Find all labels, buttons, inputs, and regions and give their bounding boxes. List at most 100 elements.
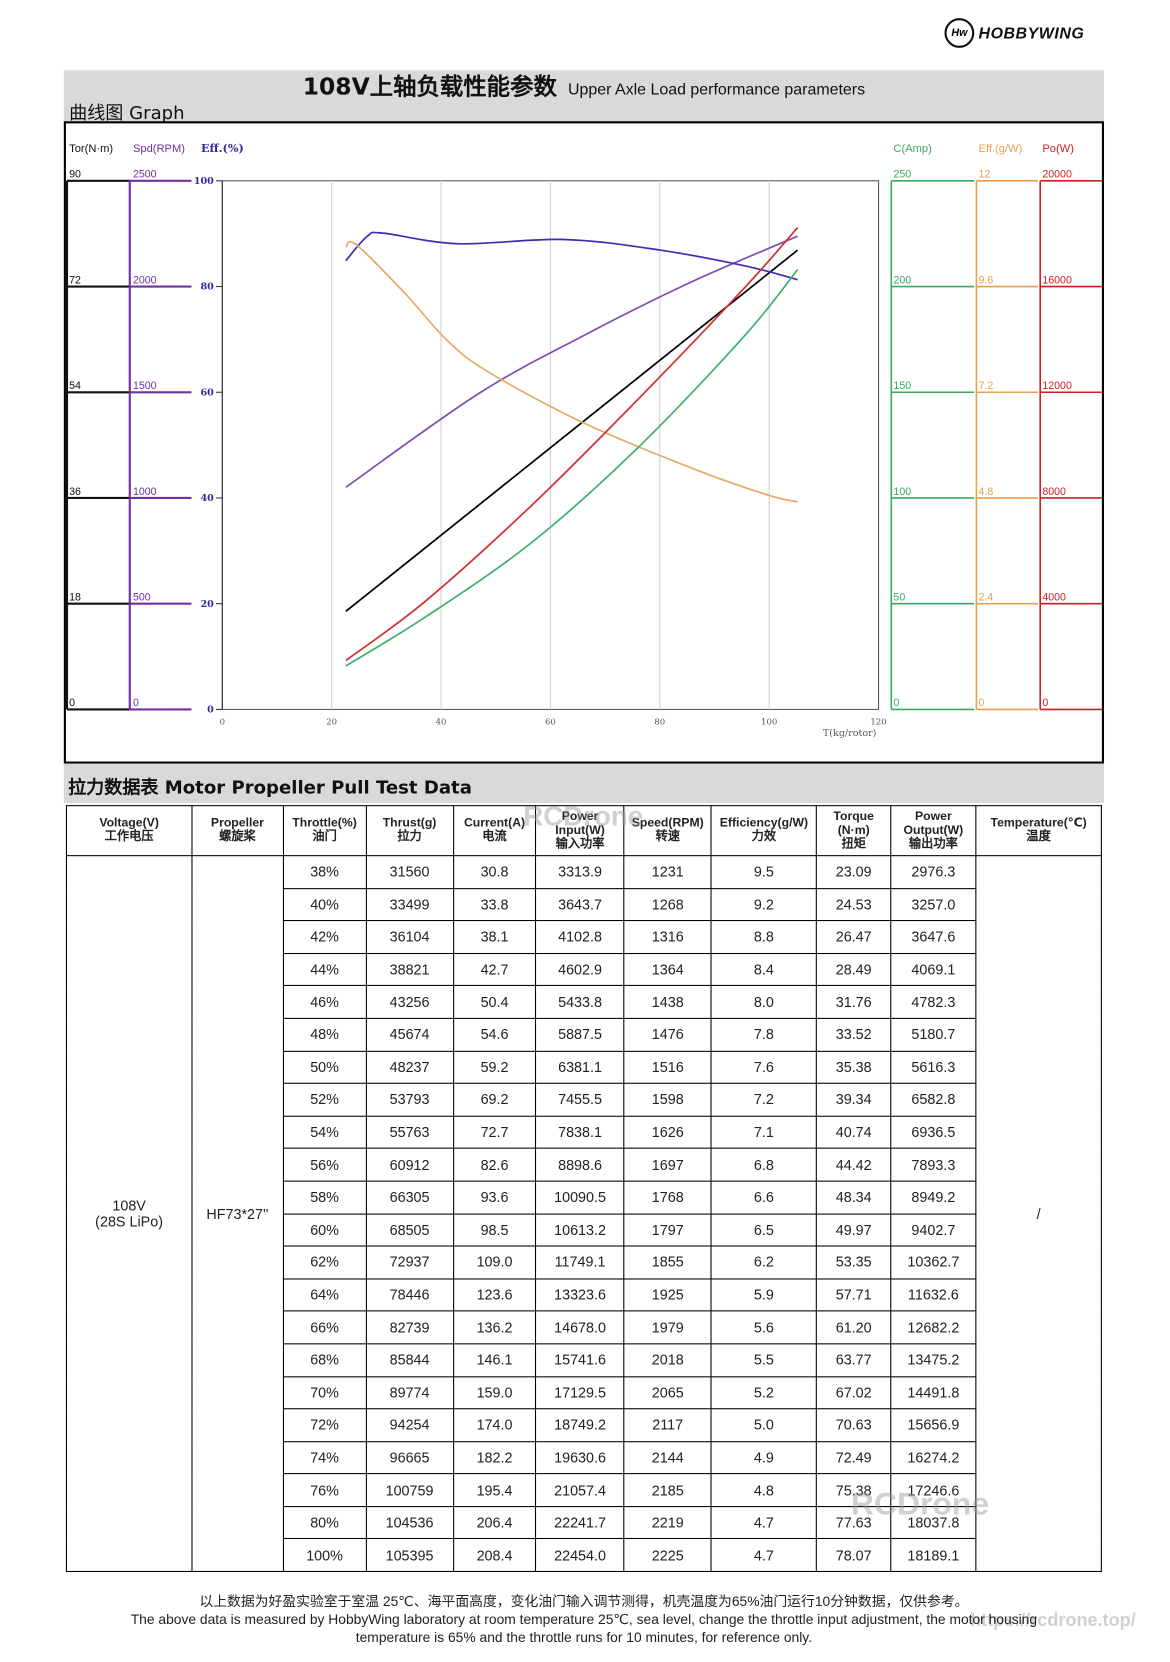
current-cell: 72.7 [452, 1115, 537, 1150]
power-output-cell: 3257.0 [890, 887, 977, 922]
throttle-cell: 54% [282, 1115, 367, 1150]
power-input-cell: 4102.8 [535, 920, 625, 954]
current-cell: 136.2 [452, 1310, 537, 1345]
current-cell: 146.1 [452, 1343, 537, 1377]
x-tick-label: 120 [870, 717, 886, 727]
efficiency-cell: 7.1 [710, 1115, 818, 1150]
current-cell: 174.0 [452, 1408, 537, 1442]
torque-cell: 78.07 [815, 1538, 892, 1573]
axis-title-current: C(Amp) [893, 143, 932, 155]
axis-tick-label: 12000 [1042, 380, 1072, 392]
axis-tick-label: 50 [893, 592, 905, 604]
column-header-text: Speed(RPM) [631, 816, 704, 830]
series-line-power [345, 227, 799, 662]
pull-test-table: Voltage(V) 工作电压 Propeller 螺旋桨 Throttle(%) 油门 T… [65, 805, 1102, 1573]
column-header-text: 力效 [751, 830, 777, 844]
throttle-cell: 40% [282, 887, 367, 922]
power-input-cell: 19630.6 [535, 1440, 625, 1475]
power-input-cell: 13323.6 [535, 1278, 625, 1312]
axis-tick-label: 18 [69, 592, 81, 604]
axis-tick-label: 12 [979, 169, 991, 181]
power-output-cell: 15656.9 [890, 1408, 977, 1442]
axis-title-speed: Spd(RPM) [133, 143, 185, 155]
efficiency-cell: 7.8 [710, 1017, 818, 1052]
power-input-cell: 10090.5 [535, 1180, 625, 1215]
thrust-cell: 96665 [365, 1440, 454, 1475]
axis-tick-label: 0 [207, 705, 214, 716]
series-line-speed [345, 235, 798, 488]
thrust-cell: 45674 [365, 1017, 454, 1052]
current-cell: 33.8 [452, 887, 537, 922]
thrust-cell: 60912 [365, 1147, 454, 1182]
power-input-cell: 7838.1 [535, 1115, 625, 1150]
thrust-cell: 100759 [365, 1473, 454, 1507]
column-header-text: Thrust(g) [382, 816, 437, 830]
table-row: 68% 85844 146.1 15741.6 2018 5.5 63.77 13475.2 [66, 1343, 1101, 1377]
axis-tick-label: 1500 [133, 380, 157, 392]
efficiency-cell: 5.9 [710, 1278, 818, 1312]
power-output-cell: 9402.7 [890, 1213, 977, 1247]
power-output-cell: 6582.8 [890, 1082, 977, 1117]
axis-tick-label: 0 [1042, 697, 1048, 709]
current-cell: 109.0 [452, 1245, 537, 1280]
column-header: Propeller 螺旋桨 [191, 805, 284, 857]
throttle-cell: 38% [282, 855, 367, 889]
column-header: Speed(RPM) 转速 [623, 805, 712, 857]
torque-cell: 61.20 [815, 1310, 892, 1345]
axis-tick-label: 60 [200, 387, 214, 398]
footer-note: 以上数据为好盈实验室于室温 25℃、海平面高度，变化油门输入调节测得，机壳温度为… [64, 1592, 1104, 1646]
power-input-cell: 5433.8 [535, 985, 625, 1019]
current-cell: 182.2 [452, 1440, 537, 1475]
throttle-cell: 100% [282, 1538, 367, 1573]
current-cell: 59.2 [452, 1050, 537, 1084]
axis-tick-label: 0 [69, 697, 75, 709]
x-tick-label: 40 [436, 717, 447, 727]
current-cell: 50.4 [452, 985, 537, 1019]
speed-cell: 1768 [623, 1180, 712, 1215]
efficiency-cell: 6.6 [710, 1180, 818, 1215]
axis-tick-label: 0 [893, 697, 899, 709]
torque-cell: 48.34 [815, 1180, 892, 1215]
power-output-cell: 5616.3 [890, 1050, 977, 1084]
throttle-cell: 74% [282, 1440, 367, 1475]
speed-cell: 1697 [623, 1147, 712, 1182]
table-header-row: Voltage(V) 工作电压 Propeller 螺旋桨 Throttle(%) 油门 T… [65, 805, 1102, 857]
table-row: 76% 100759 195.4 21057.4 2185 4.8 75.38 17246.6 [66, 1473, 1101, 1507]
torque-cell: 44.42 [815, 1147, 892, 1182]
table-row: 48% 45674 54.6 5887.5 1476 7.8 33.52 5180.7 [66, 1017, 1101, 1052]
torque-cell: 40.74 [815, 1115, 892, 1150]
efficiency-cell: 4.9 [710, 1440, 818, 1475]
power-output-cell: 7893.3 [890, 1147, 977, 1182]
performance-chart: 0 20 40 60 80 100 120T(kg/rotor)Tor(N·m)907254… [65, 142, 1102, 739]
series-line-eff_gw [345, 240, 798, 503]
power-input-cell: 14678.0 [535, 1310, 625, 1345]
axis-tick-label: 9.6 [979, 274, 994, 286]
power-input-cell: 4602.9 [535, 952, 625, 987]
current-cell: 30.8 [452, 855, 537, 889]
axis-tick-label: 200 [893, 274, 911, 286]
column-header-text: 温度 [1026, 830, 1051, 844]
hobbywing-logo: Hw HOBBYWING [944, 15, 1104, 51]
voltage-cell: 108V (28S LiPo) [65, 855, 193, 1573]
power-input-cell: 18749.2 [535, 1408, 625, 1442]
title-en: Upper Axle Load performance parameters [567, 80, 866, 99]
column-header-text: 油门 [312, 830, 337, 844]
page-title: 108V上轴负载性能参数 Upper Axle Load performance… [64, 68, 1104, 102]
power-output-cell: 17246.6 [890, 1473, 977, 1507]
speed-cell: 1516 [623, 1050, 712, 1084]
thrust-cell: 36104 [365, 920, 454, 954]
thrust-cell: 85844 [365, 1343, 454, 1377]
throttle-cell: 48% [282, 1017, 367, 1052]
power-input-cell: 5887.5 [535, 1017, 625, 1052]
x-tick-label: 60 [545, 717, 556, 727]
table-row: 74% 96665 182.2 19630.6 2144 4.9 72.49 16274.2 [66, 1440, 1101, 1475]
efficiency-cell: 4.8 [710, 1473, 818, 1507]
power-output-cell: 12682.2 [890, 1310, 977, 1345]
torque-cell: 67.02 [815, 1375, 892, 1410]
column-header: Power Output(W) 输出功率 [890, 805, 977, 857]
power-output-cell: 10362.7 [890, 1245, 977, 1280]
axis-tick-label: 20000 [1042, 169, 1072, 181]
column-header: Throttle(%) 油门 [282, 805, 367, 857]
column-header-text: Output(W) [903, 823, 964, 837]
title-band: 108V上轴负载性能参数 Upper Axle Load performance… [63, 68, 1105, 124]
